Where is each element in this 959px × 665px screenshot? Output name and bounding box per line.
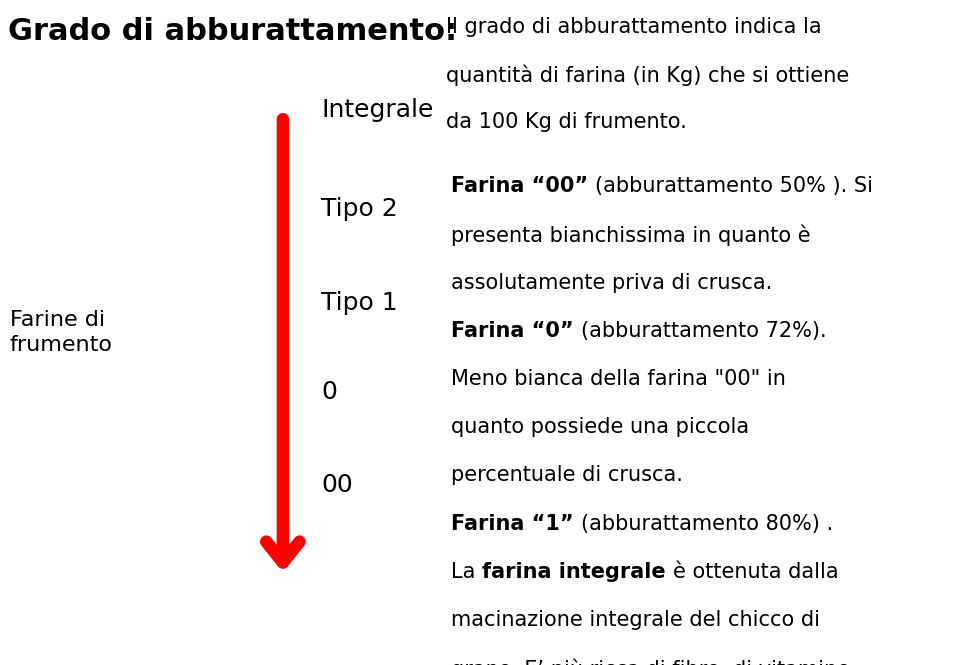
Text: Tipo 2: Tipo 2 (321, 198, 398, 221)
Text: grano. E’ più ricca di fibre, di vitamine: grano. E’ più ricca di fibre, di vitamin… (451, 658, 850, 665)
Text: Grado di abburattamento:: Grado di abburattamento: (8, 17, 456, 46)
Text: quanto possiede una piccola: quanto possiede una piccola (451, 418, 749, 438)
Text: La: La (451, 562, 481, 582)
Text: (abburattamento 80%) .: (abburattamento 80%) . (580, 513, 832, 534)
Text: Tipo 1: Tipo 1 (321, 291, 398, 315)
Text: percentuale di crusca.: percentuale di crusca. (451, 465, 683, 485)
Text: quantità di farina (in Kg) che si ottiene: quantità di farina (in Kg) che si ottien… (446, 65, 849, 86)
Text: farina integrale: farina integrale (481, 562, 672, 582)
Text: Farina “1”: Farina “1” (451, 513, 580, 534)
Text: presenta bianchissima in quanto è: presenta bianchissima in quanto è (451, 224, 810, 246)
Text: Farine di
frumento: Farine di frumento (10, 310, 112, 355)
Text: Meno bianca della farina "00" in: Meno bianca della farina "00" in (451, 369, 785, 389)
Text: macinazione integrale del chicco di: macinazione integrale del chicco di (451, 610, 820, 630)
Text: (abburattamento 72%).: (abburattamento 72%). (580, 321, 827, 341)
Text: è ottenuta dalla: è ottenuta dalla (672, 562, 838, 582)
Text: (abburattamento 50% ). Si: (abburattamento 50% ). Si (596, 176, 873, 196)
Text: Il grado di abburattamento indica la: Il grado di abburattamento indica la (446, 17, 822, 37)
Text: Farina “00”: Farina “00” (451, 176, 596, 196)
Text: assolutamente priva di crusca.: assolutamente priva di crusca. (451, 273, 772, 293)
Text: 0: 0 (321, 380, 338, 404)
FancyArrowPatch shape (267, 119, 299, 563)
Text: 00: 00 (321, 473, 353, 497)
Text: Farina “0”: Farina “0” (451, 321, 580, 341)
Text: Integrale: Integrale (321, 98, 433, 122)
Text: da 100 Kg di frumento.: da 100 Kg di frumento. (446, 112, 687, 132)
